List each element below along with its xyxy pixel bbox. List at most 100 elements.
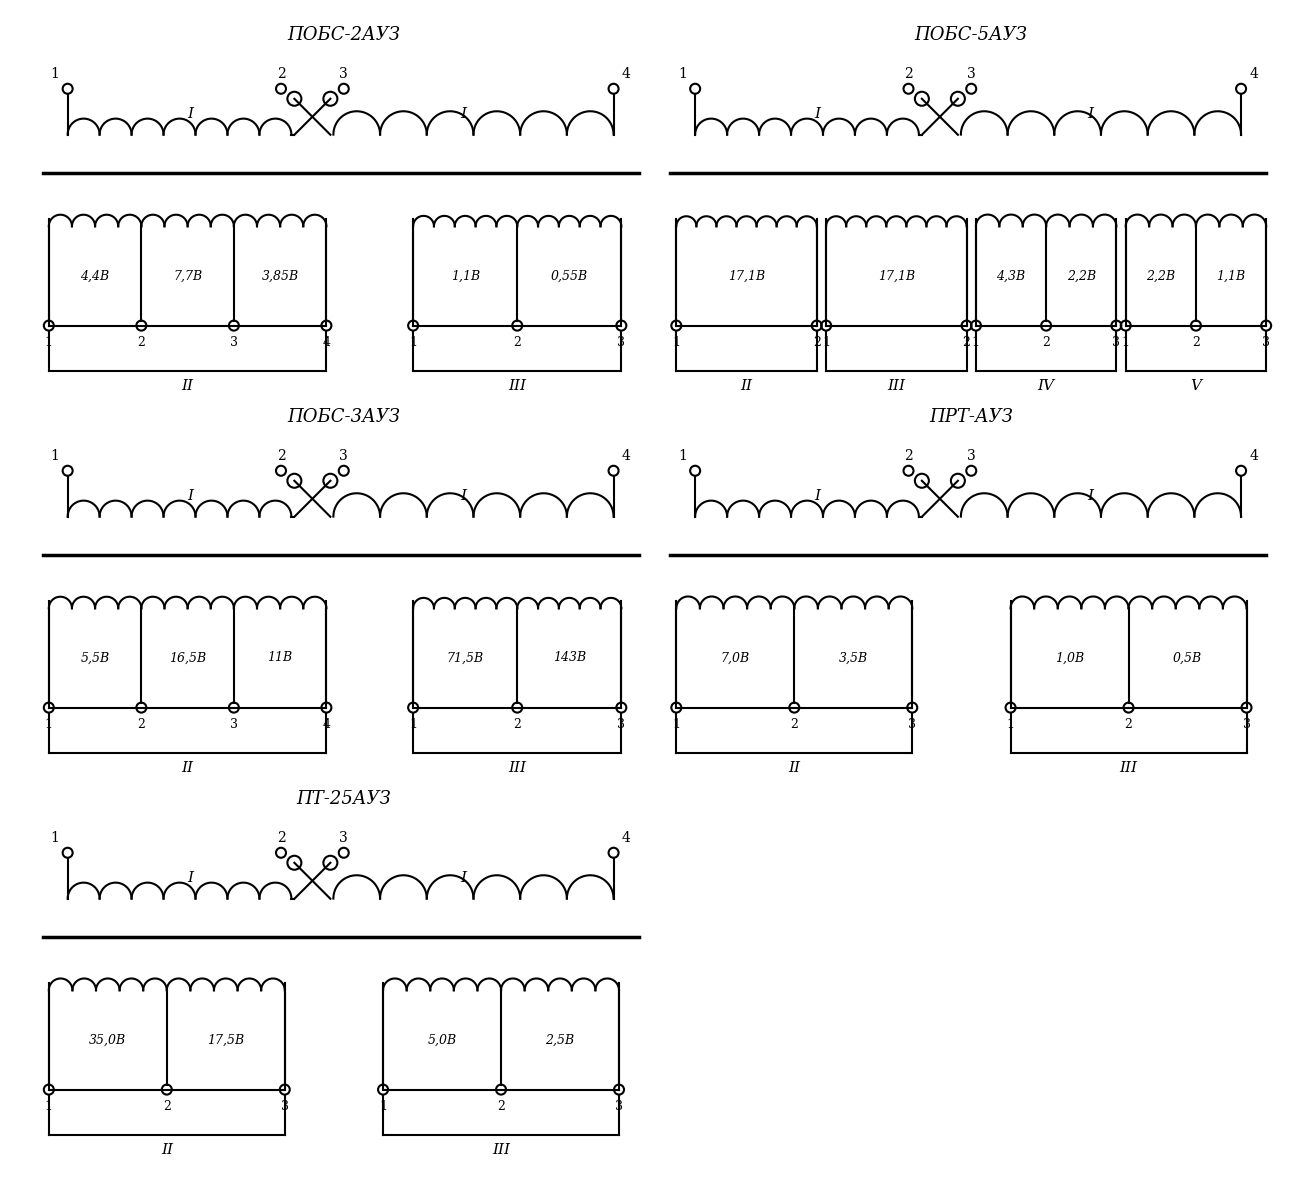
Text: 3,85В: 3,85В: [262, 269, 299, 282]
Text: 1: 1: [1006, 718, 1015, 731]
Text: 1: 1: [51, 830, 59, 844]
Text: 3: 3: [230, 718, 238, 731]
Text: 4: 4: [322, 718, 330, 731]
Text: 71,5В: 71,5В: [447, 651, 484, 664]
Text: I: I: [814, 489, 821, 503]
Text: 2: 2: [963, 336, 970, 349]
Text: ПТ-25АУЗ: ПТ-25АУЗ: [296, 790, 391, 809]
Text: ПОБС-2АУЗ: ПОБС-2АУЗ: [287, 26, 400, 44]
Text: 5,0В: 5,0В: [427, 1033, 456, 1046]
Text: 2: 2: [1191, 336, 1199, 349]
Text: 2: 2: [137, 336, 145, 349]
Text: 3: 3: [339, 830, 348, 844]
Text: 1: 1: [679, 66, 688, 81]
Text: 0,55В: 0,55В: [551, 269, 588, 282]
Text: 1: 1: [1122, 336, 1130, 349]
Text: III: III: [888, 380, 905, 394]
Text: 1,1В: 1,1В: [451, 269, 480, 282]
Text: 3: 3: [909, 718, 917, 731]
Text: II: II: [181, 380, 193, 394]
Text: 1,1В: 1,1В: [1216, 269, 1245, 282]
Text: 4: 4: [622, 448, 630, 463]
Text: 1: 1: [379, 1099, 387, 1112]
Text: 7,0В: 7,0В: [721, 651, 750, 664]
Text: V: V: [1190, 380, 1202, 394]
Text: 17,5В: 17,5В: [208, 1033, 245, 1046]
Text: I: I: [460, 871, 466, 885]
Text: 1: 1: [679, 448, 688, 463]
Text: 4: 4: [322, 336, 330, 349]
Text: 3,5В: 3,5В: [839, 651, 868, 664]
Text: 4,4В: 4,4В: [80, 269, 109, 282]
Text: ПРТ-АУЗ: ПРТ-АУЗ: [930, 408, 1013, 426]
Text: I: I: [814, 107, 821, 121]
Text: 3: 3: [1262, 336, 1270, 349]
Text: I: I: [187, 489, 193, 503]
Text: II: II: [160, 1143, 172, 1158]
Text: 17,1В: 17,1В: [729, 269, 765, 282]
Text: 3: 3: [967, 66, 976, 81]
Text: 1: 1: [45, 1099, 53, 1112]
Text: 2: 2: [905, 66, 913, 81]
Text: IV: IV: [1038, 380, 1055, 394]
Text: 1: 1: [972, 336, 980, 349]
Text: 2: 2: [276, 448, 285, 463]
Text: 1: 1: [51, 66, 59, 81]
Text: 1: 1: [45, 336, 53, 349]
Text: 1: 1: [45, 718, 53, 731]
Text: ПОБС-5АУЗ: ПОБС-5АУЗ: [915, 26, 1028, 44]
Text: III: III: [492, 1143, 510, 1158]
Text: III: III: [508, 380, 526, 394]
Text: 2,5В: 2,5В: [546, 1033, 575, 1046]
Text: 3: 3: [281, 1099, 289, 1112]
Text: 2: 2: [163, 1099, 171, 1112]
Text: ПОБС-3АУЗ: ПОБС-3АУЗ: [287, 408, 400, 426]
Text: 1: 1: [822, 336, 830, 349]
Text: 2: 2: [813, 336, 821, 349]
Text: 1: 1: [409, 718, 417, 731]
Text: 1: 1: [672, 718, 680, 731]
Text: 3: 3: [615, 1099, 623, 1112]
Text: 7,7В: 7,7В: [174, 269, 203, 282]
Text: 0,5В: 0,5В: [1173, 651, 1202, 664]
Text: 2: 2: [276, 66, 285, 81]
Text: 3: 3: [1243, 718, 1251, 731]
Text: 3: 3: [1112, 336, 1120, 349]
Text: 3: 3: [339, 66, 348, 81]
Text: 3: 3: [617, 336, 626, 349]
Text: 2: 2: [513, 718, 521, 731]
Text: II: II: [181, 761, 193, 776]
Text: 2: 2: [137, 718, 145, 731]
Text: 3: 3: [230, 336, 238, 349]
Text: 17,1В: 17,1В: [878, 269, 915, 282]
Text: 11В: 11В: [267, 651, 293, 664]
Text: 5,5В: 5,5В: [80, 651, 109, 664]
Text: III: III: [508, 761, 526, 776]
Text: 143В: 143В: [552, 651, 586, 664]
Text: I: I: [187, 107, 193, 121]
Text: 2: 2: [497, 1099, 505, 1112]
Text: 1: 1: [672, 336, 680, 349]
Text: 2,2В: 2,2В: [1066, 269, 1095, 282]
Text: I: I: [187, 871, 193, 885]
Text: 4: 4: [1249, 448, 1258, 463]
Text: II: II: [740, 380, 752, 394]
Text: 1: 1: [409, 336, 417, 349]
Text: 2: 2: [513, 336, 521, 349]
Text: 4: 4: [622, 66, 630, 81]
Text: I: I: [1088, 107, 1094, 121]
Text: 1: 1: [51, 448, 59, 463]
Text: 4: 4: [622, 830, 630, 844]
Text: 2: 2: [1043, 336, 1051, 349]
Text: 35,0В: 35,0В: [89, 1033, 126, 1046]
Text: 2: 2: [1124, 718, 1132, 731]
Text: I: I: [460, 107, 466, 121]
Text: I: I: [1088, 489, 1094, 503]
Text: 2: 2: [905, 448, 913, 463]
Text: I: I: [460, 489, 466, 503]
Text: 4: 4: [1249, 66, 1258, 81]
Text: 1,0В: 1,0В: [1055, 651, 1084, 664]
Text: II: II: [788, 761, 801, 776]
Text: 2: 2: [790, 718, 798, 731]
Text: 2: 2: [276, 830, 285, 844]
